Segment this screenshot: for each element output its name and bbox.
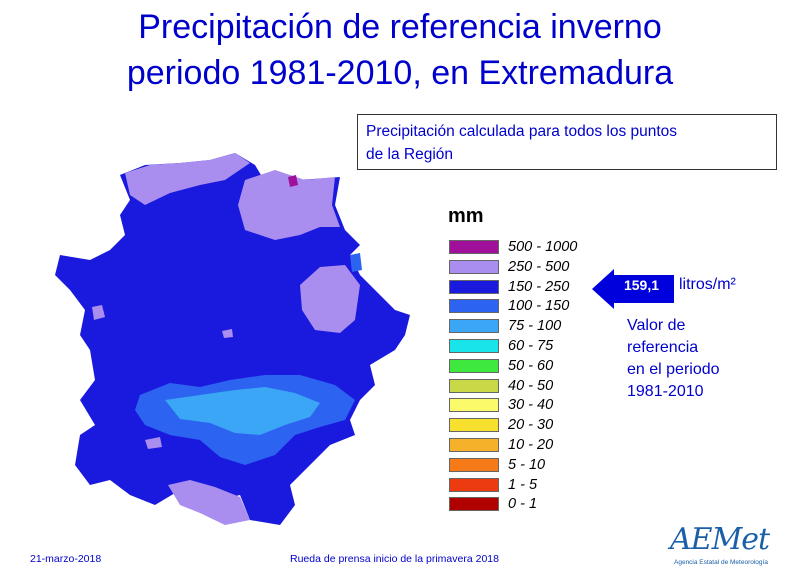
legend-label: 20 - 30 bbox=[508, 417, 554, 434]
region-250-500-south-spot bbox=[145, 437, 162, 449]
legend-label: 1 - 5 bbox=[508, 476, 538, 493]
legend-label: 500 - 1000 bbox=[508, 239, 578, 255]
legend-swatch bbox=[449, 259, 499, 274]
reference-unit: litros/m² bbox=[679, 276, 736, 293]
page-title: Precipitación de referencia inverno peri… bbox=[0, 4, 800, 96]
reference-line-4: 1981-2010 bbox=[627, 383, 704, 400]
region-250-500-east bbox=[300, 265, 360, 333]
reference-arrow bbox=[592, 269, 674, 309]
legend-swatch bbox=[449, 457, 499, 472]
legend-swatch bbox=[449, 358, 499, 373]
title-line-2: periodo 1981-2010, en Extremadura bbox=[126, 54, 674, 92]
legend-label: 60 - 75 bbox=[508, 337, 554, 354]
legend-label: 250 - 500 bbox=[508, 258, 570, 275]
region-250-500-north-east bbox=[238, 170, 340, 240]
reference-arrow-shape bbox=[592, 269, 674, 309]
reference-line-3: en el periodo bbox=[627, 361, 720, 378]
region-500-1000-north bbox=[288, 175, 298, 187]
legend-swatch bbox=[449, 477, 499, 492]
legend-title: mm bbox=[448, 205, 484, 227]
reference-line-1: Valor de bbox=[627, 317, 686, 334]
logo-text: AEMet bbox=[670, 522, 770, 557]
reference-value: 159,1 bbox=[623, 277, 660, 293]
legend-label: 100 - 150 bbox=[508, 298, 570, 315]
legend-swatch bbox=[449, 319, 499, 334]
region-150-250 bbox=[55, 153, 410, 525]
legend-swatch bbox=[449, 338, 499, 353]
legend-swatch bbox=[449, 437, 499, 452]
reference-description: Valor de referencia en el periodo 1981-2… bbox=[627, 315, 720, 403]
region-250-500-north-west bbox=[125, 153, 250, 205]
title-line-1: Precipitación de referencia inverno bbox=[138, 8, 662, 46]
region-75-100-south bbox=[165, 387, 320, 435]
logo-subtitle: Agencia Estatal de Meteorología bbox=[674, 559, 768, 566]
note-line-1: Precipitación calculada para todos los p… bbox=[366, 123, 678, 140]
region-250-500-center-spot bbox=[222, 329, 233, 338]
legend-swatch bbox=[449, 497, 499, 512]
legend-label: 40 - 50 bbox=[508, 377, 554, 394]
extremadura-map bbox=[55, 153, 410, 525]
legend-label: 50 - 60 bbox=[508, 357, 554, 374]
note-box: Precipitación calculada para todos los p… bbox=[357, 114, 777, 170]
legend-swatch bbox=[449, 418, 499, 433]
legend-swatch bbox=[449, 398, 499, 413]
legend-swatch bbox=[449, 240, 499, 254]
legend-label: 0 - 1 bbox=[508, 496, 538, 513]
footer-event: Rueda de prensa inicio de la primavera 2… bbox=[290, 553, 499, 565]
legend-label: 150 - 250 bbox=[508, 278, 570, 295]
legend-label: 75 - 100 bbox=[508, 318, 562, 335]
legend-swatch bbox=[449, 279, 499, 294]
legend-label: 30 - 40 bbox=[508, 397, 554, 414]
footer-date: 21-marzo-2018 bbox=[30, 553, 102, 565]
note-line-2: de la Región bbox=[366, 146, 454, 163]
legend-label: 10 - 20 bbox=[508, 436, 554, 453]
aemet-logo: AEMet Agencia Estatal de Meteorología bbox=[670, 522, 780, 568]
legend-swatch bbox=[449, 378, 499, 393]
region-250-500-south-west bbox=[168, 480, 250, 525]
legend-swatch bbox=[449, 299, 499, 314]
reference-line-2: referencia bbox=[627, 339, 699, 356]
legend-label: 5 - 10 bbox=[508, 456, 546, 473]
region-100-150-east-edge bbox=[350, 253, 362, 272]
region-250-500-west-spot bbox=[92, 305, 105, 320]
